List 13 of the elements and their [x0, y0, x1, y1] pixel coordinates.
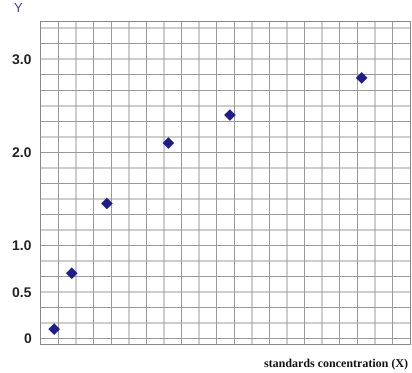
y-tick-label: 2.0	[12, 144, 32, 160]
point	[66, 267, 78, 280]
x-axis-title: standards concentration (X)	[264, 356, 408, 370]
y-tick-label: 1.0	[12, 237, 32, 253]
point	[101, 198, 113, 210]
point	[356, 72, 368, 84]
point	[162, 137, 174, 149]
y-tick-label: 3.0	[12, 51, 32, 67]
point	[48, 323, 60, 335]
y-tick-label: 0.5	[12, 284, 32, 300]
y-tick-label: 0	[24, 330, 32, 346]
point	[224, 109, 236, 121]
y-axis-title: Y	[14, 0, 23, 15]
